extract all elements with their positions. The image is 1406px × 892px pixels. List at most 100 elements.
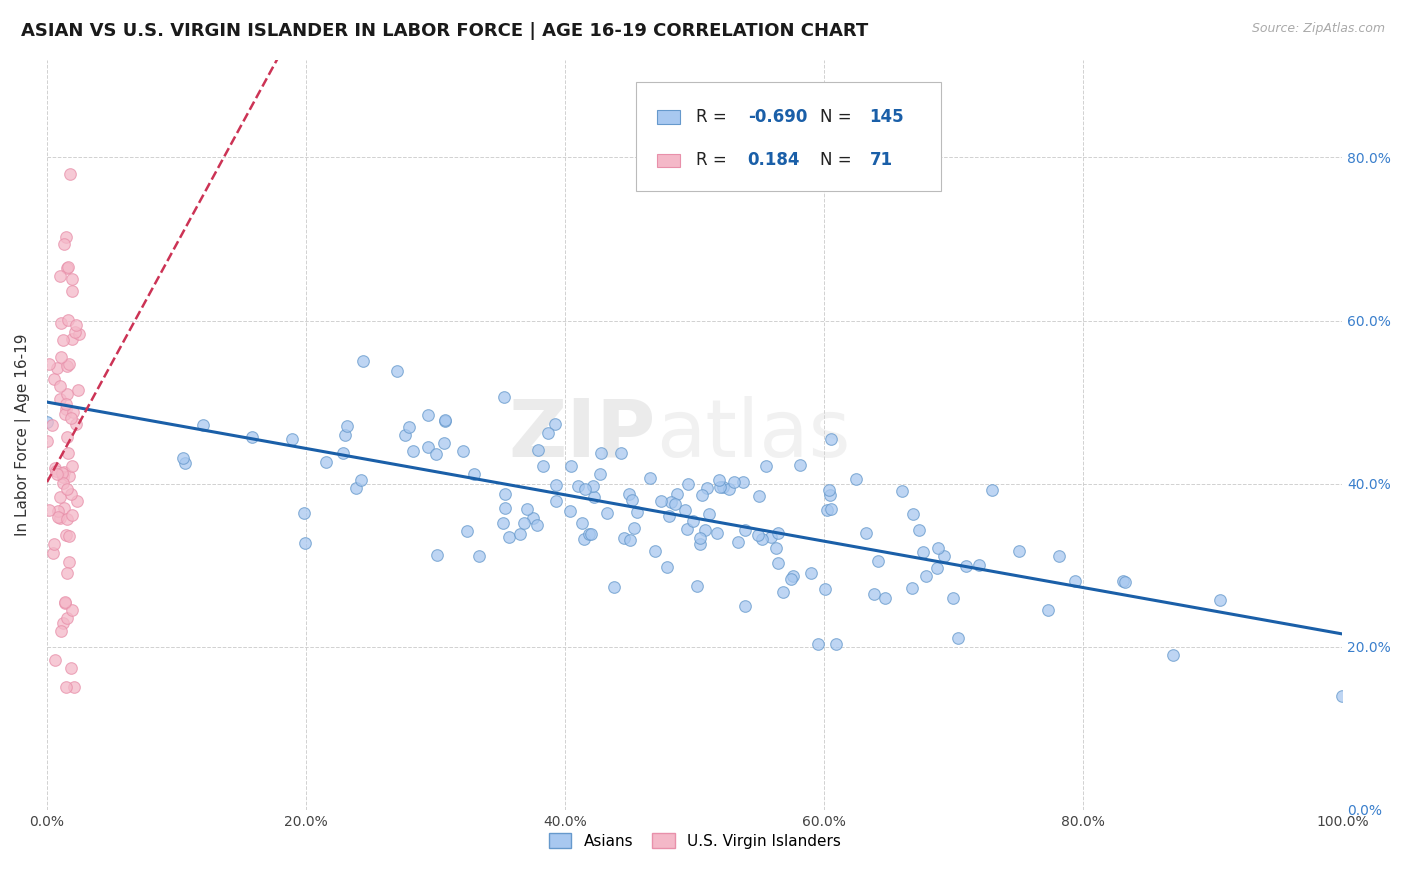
Point — [626, 505, 648, 519]
Point — [425, 447, 447, 461]
Point — [434, 414, 457, 428]
Point — [814, 582, 837, 597]
Point — [494, 500, 516, 515]
Point — [676, 476, 699, 491]
Point — [901, 507, 924, 521]
Point — [463, 467, 485, 481]
Point — [613, 531, 636, 545]
Point — [38, 503, 60, 517]
Point — [1047, 549, 1070, 563]
Point — [49, 392, 72, 406]
Point — [60, 508, 83, 523]
Point — [731, 475, 754, 490]
Point — [494, 486, 516, 500]
Point — [696, 481, 718, 495]
Point — [46, 467, 69, 482]
Point — [58, 529, 80, 543]
Point — [747, 528, 769, 542]
Point — [589, 446, 612, 460]
Point — [385, 364, 408, 378]
Point — [579, 527, 602, 541]
Point — [603, 580, 626, 594]
Point — [578, 526, 600, 541]
Point — [49, 511, 72, 525]
Point — [46, 504, 69, 518]
Point — [863, 587, 886, 601]
Point — [56, 566, 79, 580]
Point — [49, 624, 72, 638]
Point — [772, 585, 794, 599]
Point — [62, 603, 84, 617]
Point — [468, 549, 491, 563]
Point — [908, 523, 931, 537]
Point — [818, 488, 841, 502]
Point — [709, 480, 731, 494]
Point — [52, 237, 75, 252]
Point — [734, 523, 756, 537]
Point — [693, 523, 716, 537]
Point — [583, 491, 606, 505]
Point — [946, 632, 969, 646]
Point — [815, 502, 838, 516]
Point — [49, 269, 72, 284]
Point — [456, 524, 478, 538]
Point — [42, 372, 65, 386]
Point — [48, 510, 70, 524]
Point — [67, 383, 90, 397]
Point — [531, 458, 554, 473]
Point — [927, 541, 949, 555]
Point — [52, 465, 75, 479]
Point — [800, 566, 823, 580]
Point — [350, 473, 373, 487]
Point — [42, 537, 65, 551]
Point — [824, 637, 846, 651]
Point — [65, 318, 87, 332]
Point — [820, 502, 842, 516]
Point — [60, 333, 83, 347]
Point — [1114, 575, 1136, 590]
Point — [655, 560, 678, 574]
Point — [676, 522, 699, 536]
Point — [706, 525, 728, 540]
Point — [56, 260, 79, 275]
Point — [512, 516, 534, 530]
Point — [56, 261, 79, 276]
Point — [434, 413, 457, 427]
Point — [416, 408, 439, 422]
Point — [173, 456, 195, 470]
Point — [433, 435, 456, 450]
Point — [51, 350, 73, 364]
Text: 0.184: 0.184 — [748, 152, 800, 169]
Point — [60, 272, 83, 286]
Point — [697, 508, 720, 522]
Point — [526, 517, 548, 532]
Point — [516, 502, 538, 516]
Point — [713, 480, 735, 494]
Point — [41, 417, 63, 432]
Point — [55, 230, 77, 244]
Point — [58, 469, 80, 483]
Point — [644, 543, 666, 558]
Point — [1209, 593, 1232, 607]
Point — [53, 596, 76, 610]
Text: -0.690: -0.690 — [748, 108, 807, 126]
Point — [589, 467, 612, 481]
Point — [49, 490, 72, 504]
Point — [498, 530, 520, 544]
Point — [1112, 574, 1135, 588]
Point — [692, 488, 714, 502]
Point — [55, 528, 77, 542]
Point — [623, 521, 645, 535]
Point — [344, 481, 367, 495]
Point — [509, 526, 531, 541]
Point — [55, 681, 77, 695]
Point — [619, 533, 641, 547]
Point — [875, 591, 897, 605]
Point — [394, 427, 416, 442]
Point — [398, 420, 420, 434]
Point — [955, 558, 977, 573]
Point — [734, 599, 756, 613]
Point — [727, 534, 749, 549]
Text: N =: N = — [820, 152, 858, 169]
Point — [45, 361, 67, 376]
